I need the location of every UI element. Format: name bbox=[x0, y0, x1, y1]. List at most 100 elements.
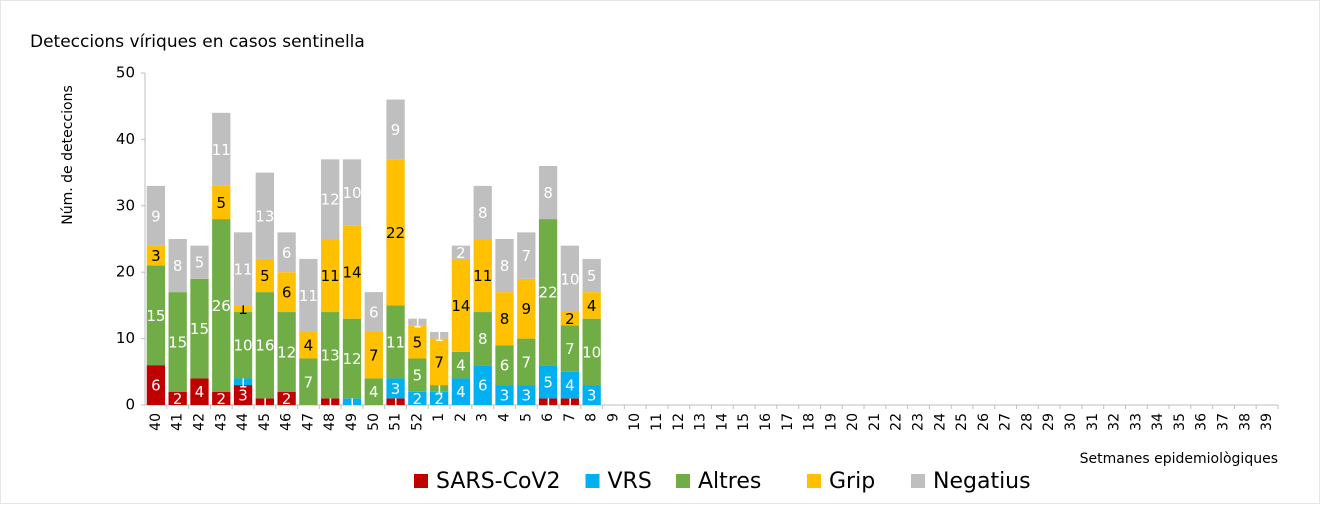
bar-segment bbox=[146, 185, 166, 246]
data-label: 3 bbox=[391, 380, 401, 398]
y-tick-label: 30 bbox=[116, 196, 135, 214]
bar-segment bbox=[233, 305, 253, 313]
bar-segment bbox=[451, 258, 471, 352]
data-label: 2 bbox=[216, 390, 226, 408]
bar-segment bbox=[473, 185, 492, 239]
chart-title: Deteccions víriques en casos sentinella bbox=[30, 32, 365, 52]
data-label: 11 bbox=[299, 287, 318, 305]
bar-segment bbox=[190, 278, 209, 379]
data-label: 8 bbox=[478, 204, 488, 222]
y-tick-label: 40 bbox=[116, 130, 135, 148]
data-label: 13 bbox=[255, 207, 274, 225]
data-label: 3 bbox=[587, 387, 597, 405]
x-tick-label: 8 bbox=[584, 413, 600, 422]
data-label: 5 bbox=[216, 194, 226, 212]
x-tick-label: 17 bbox=[780, 413, 796, 431]
legend-swatch bbox=[911, 474, 925, 488]
bar-segment bbox=[299, 258, 318, 332]
bar-segment bbox=[146, 265, 166, 366]
data-label: 11 bbox=[473, 267, 492, 285]
bar-segment bbox=[473, 365, 492, 405]
x-tick-label: 26 bbox=[976, 413, 992, 431]
bar-segment bbox=[277, 232, 296, 273]
bar-segment bbox=[168, 292, 187, 392]
data-label: 10 bbox=[234, 337, 253, 355]
legend-swatch bbox=[585, 474, 600, 488]
data-label: 16 bbox=[255, 337, 274, 355]
data-label: 7 bbox=[304, 373, 314, 391]
x-tick-label: 43 bbox=[213, 413, 229, 431]
bar-segment bbox=[386, 159, 405, 306]
bar-segment bbox=[212, 219, 231, 392]
bar-segment bbox=[212, 391, 231, 405]
bar-segment bbox=[146, 245, 166, 266]
data-label: 2 bbox=[456, 244, 466, 262]
bar-segment bbox=[212, 185, 231, 220]
bar-segment bbox=[451, 245, 471, 259]
x-tick-label: 46 bbox=[279, 413, 295, 431]
x-tick-label: 24 bbox=[932, 413, 948, 431]
x-tick-label: 34 bbox=[1150, 413, 1166, 431]
bar-segment bbox=[473, 239, 492, 313]
legend-swatch bbox=[414, 474, 428, 488]
data-label: 8 bbox=[500, 257, 510, 275]
legend-label: Altres bbox=[698, 469, 761, 494]
legend-swatch bbox=[807, 474, 821, 488]
y-tick-label: 50 bbox=[116, 64, 135, 82]
data-label: 3 bbox=[238, 387, 248, 405]
bar-segment bbox=[299, 331, 318, 359]
bar-segment bbox=[212, 112, 231, 186]
data-label: 12 bbox=[321, 191, 340, 209]
data-label: 8 bbox=[500, 310, 510, 328]
data-label: 1 bbox=[238, 373, 248, 391]
bar-segment bbox=[277, 391, 296, 405]
x-tick-label: 7 bbox=[562, 413, 578, 422]
bar-segment bbox=[277, 272, 296, 313]
x-tick-label: 41 bbox=[170, 413, 186, 431]
data-label: 6 bbox=[282, 284, 292, 302]
legend-label: Negatius bbox=[933, 469, 1031, 494]
legend-swatch bbox=[676, 474, 690, 488]
x-tick-label: 50 bbox=[366, 413, 382, 431]
data-label: 11 bbox=[234, 260, 253, 278]
bar-segment bbox=[429, 391, 449, 405]
x-axis-label: Setmanes epidemiològiques bbox=[1080, 451, 1278, 467]
bar-segment bbox=[299, 358, 318, 405]
bar-segment bbox=[321, 159, 340, 239]
x-tick-label: 36 bbox=[1194, 413, 1210, 431]
data-label: 4 bbox=[587, 297, 597, 315]
bar-segment bbox=[146, 365, 166, 405]
bar-segment bbox=[233, 312, 253, 379]
data-label: 4 bbox=[456, 383, 466, 401]
x-tick-label: 45 bbox=[257, 413, 273, 431]
data-label: 22 bbox=[539, 284, 558, 302]
bar-segment bbox=[560, 245, 580, 313]
data-label: 6 bbox=[151, 377, 161, 395]
data-label: 6 bbox=[478, 377, 488, 395]
data-label: 10 bbox=[342, 184, 361, 202]
data-label: 4 bbox=[565, 377, 575, 395]
data-label: 11 bbox=[212, 141, 231, 159]
x-tick-label: 1 bbox=[431, 413, 447, 422]
bar-segment bbox=[408, 391, 427, 405]
x-tick-label: 14 bbox=[714, 413, 730, 431]
bar-segment bbox=[538, 165, 558, 220]
bar-segment bbox=[560, 398, 580, 405]
y-tick-label: 20 bbox=[116, 263, 135, 281]
data-label: 1 bbox=[260, 393, 270, 411]
bar-segment bbox=[233, 385, 253, 405]
x-tick-label: 4 bbox=[497, 413, 513, 422]
bar-segment bbox=[277, 312, 296, 392]
data-label: 6 bbox=[500, 357, 510, 375]
legend-label: Grip bbox=[829, 469, 875, 494]
data-label: 9 bbox=[391, 121, 401, 139]
bar-segment bbox=[168, 239, 187, 293]
x-tick-label: 2 bbox=[453, 413, 469, 422]
bar-segment bbox=[538, 398, 558, 405]
data-label: 4 bbox=[369, 383, 379, 401]
bar-segment bbox=[560, 371, 580, 399]
bar-segment bbox=[582, 258, 601, 293]
data-label: 15 bbox=[190, 320, 209, 338]
bar-segment bbox=[517, 385, 536, 405]
x-tick-label: 13 bbox=[693, 413, 709, 431]
